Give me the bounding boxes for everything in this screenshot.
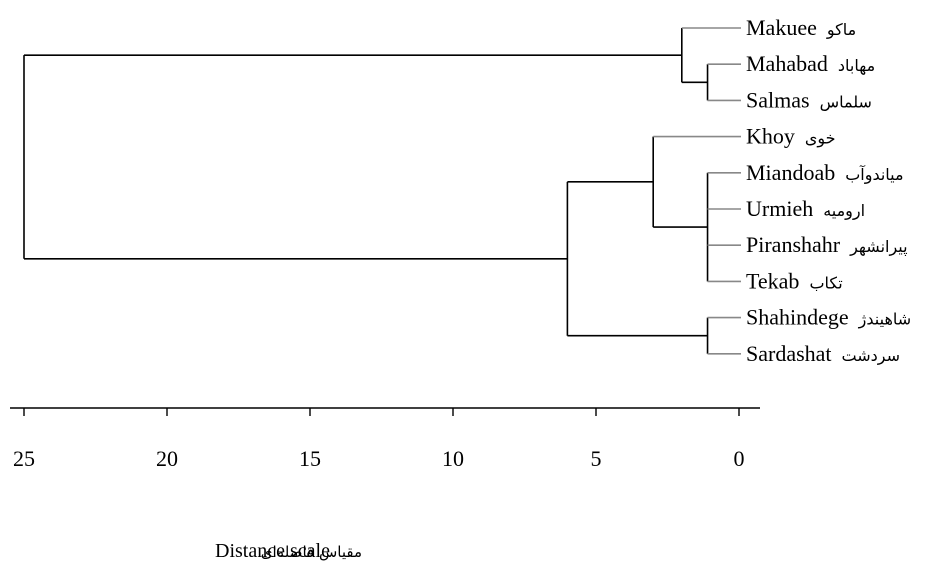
- leaf-label-sardashat: Sardashat: [746, 341, 832, 366]
- distance-axis: 25 20 15 10 5 0 Distance scale مقیاس فاصله‌ای: [10, 407, 760, 562]
- tick-label-15: 15: [299, 446, 321, 471]
- leaf-label-piranshahr: Piranshahr: [746, 232, 841, 257]
- dendrogram-links: [23, 27, 741, 355]
- tick-label-0: 0: [734, 446, 745, 471]
- leaf-label-fa-makuee: ماکو: [826, 20, 856, 40]
- leaf-label-fa-khoy: خوی: [805, 129, 836, 149]
- tick-label-25: 25: [13, 446, 35, 471]
- leaf-label-salmas: Salmas: [746, 87, 810, 112]
- tick-label-10: 10: [442, 446, 464, 471]
- leaf-label-khoy: Khoy: [746, 124, 795, 149]
- tick-label-20: 20: [156, 446, 178, 471]
- leaf-label-urmieh: Urmieh: [746, 196, 813, 221]
- leaf-label-fa-salmas: سلماس: [820, 92, 872, 111]
- axis-label-en: Distance scale: [215, 540, 330, 562]
- leaf-label-fa-shahindege: شاهیندژ: [858, 310, 912, 330]
- leaf-label-miandoab: Miandoab: [746, 160, 835, 185]
- tick-label-5: 5: [591, 446, 602, 471]
- leaf-labels: Makuee ماکو Mahabad مهاباد Salmas سلماس Khoy خو…: [746, 15, 911, 366]
- leaf-label-fa-tekab: تکاب: [809, 273, 842, 292]
- axis-ticks: 25 20 15 10 5 0: [13, 408, 745, 471]
- leaf-label-fa-mahabad: مهاباد: [838, 56, 875, 76]
- leaf-label-shahindege: Shahindege: [746, 305, 849, 330]
- axis-label-fa: مقیاس فاصله‌ای: [261, 543, 362, 561]
- leaf-label-tekab: Tekab: [746, 268, 799, 293]
- leaf-label-fa-sardashat: سردشت: [842, 346, 900, 366]
- leaf-label-fa-urmieh: ارومیه: [823, 201, 865, 221]
- leaf-label-fa-piranshahr: پیرانشهر: [849, 237, 907, 257]
- leaf-label-mahabad: Mahabad: [746, 51, 828, 76]
- leaf-label-fa-miandoab: میاندوآب: [845, 165, 903, 185]
- leaf-label-makuee: Makuee: [746, 15, 817, 40]
